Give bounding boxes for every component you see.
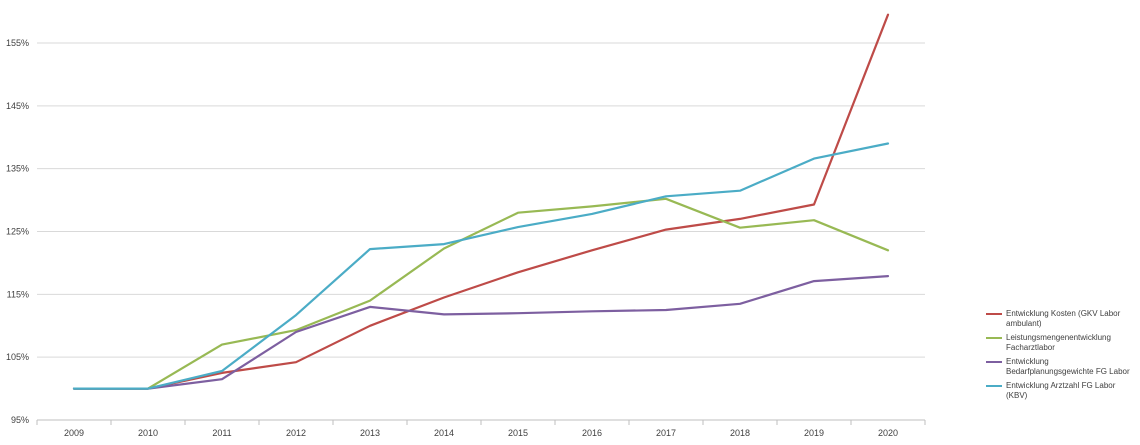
x-tick-label: 2013 — [360, 428, 380, 438]
legend-item-kosten: Entwicklung Kosten (GKV Labor ambulant) — [986, 309, 1138, 329]
x-tick-label: 2010 — [138, 428, 158, 438]
gridlines — [37, 42, 925, 358]
x-tick-label: 2012 — [286, 428, 306, 438]
legend-label-arztzahl: Entwicklung Arztzahl FG Labor (KBV) — [1006, 381, 1116, 400]
x-tick-label: 2019 — [804, 428, 824, 438]
legend-swatch-leistungsmenge — [986, 337, 1002, 339]
series-line-arztzahl — [72, 142, 890, 390]
x-tick-label: 2017 — [656, 428, 676, 438]
x-tick-label: 2009 — [64, 428, 84, 438]
y-tick-label: 145% — [6, 101, 29, 111]
legend-label-bedarfplanung: Entwicklung Bedarfplanungsgewichte FG La… — [1006, 357, 1130, 376]
legend: Entwicklung Kosten (GKV Labor ambulant) … — [986, 309, 1138, 405]
y-tick-label: 155% — [6, 38, 29, 48]
series-lines — [72, 13, 890, 390]
legend-label-leistungsmenge: Leistungsmengenentwicklung Facharztlabor — [1006, 333, 1111, 352]
x-tick-label: 2018 — [730, 428, 750, 438]
legend-item-leistungsmenge: Leistungsmengenentwicklung Facharztlabor — [986, 333, 1138, 353]
y-tick-label: 95% — [11, 415, 29, 425]
legend-swatch-kosten — [986, 313, 1002, 315]
x-tick-label: 2014 — [434, 428, 454, 438]
x-tick-label: 2016 — [582, 428, 602, 438]
legend-item-bedarfplanung: Entwicklung Bedarfplanungsgewichte FG La… — [986, 357, 1138, 377]
legend-swatch-arztzahl — [986, 385, 1002, 387]
x-tick-label: 2020 — [878, 428, 898, 438]
legend-swatch-bedarfplanung — [986, 361, 1002, 363]
legend-item-arztzahl: Entwicklung Arztzahl FG Labor (KBV) — [986, 381, 1138, 401]
y-tick-label: 125% — [6, 227, 29, 237]
series-line-kosten — [72, 13, 890, 390]
y-tick-label: 115% — [7, 289, 29, 299]
series-line-bedarfplanung — [72, 275, 890, 390]
axes: 95% 105% 115% 125% 135% 145% 155% 2009 2010 2011 2… — [6, 38, 926, 438]
x-tick-label: 2011 — [212, 428, 231, 438]
y-tick-label: 105% — [6, 352, 29, 362]
x-tick-label: 2015 — [508, 428, 528, 438]
legend-label-kosten: Entwicklung Kosten (GKV Labor ambulant) — [1006, 309, 1121, 328]
y-tick-label: 135% — [6, 164, 29, 174]
series-line-leistungsmenge — [72, 197, 890, 390]
